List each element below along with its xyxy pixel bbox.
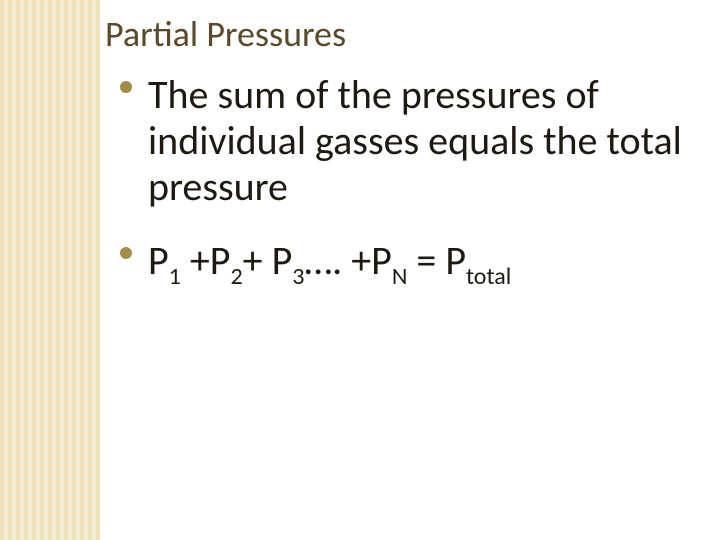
eq-sub-3: 3 [292, 262, 304, 291]
bullet-dot-icon [120, 81, 132, 93]
slide-body: The sum of the pressures of individual g… [120, 72, 690, 318]
eq-equals: = P [407, 236, 466, 285]
bullet-item: P1 +P2+ P3…. +PN = Ptotal [120, 238, 690, 290]
eq-sub-total: total [466, 262, 511, 291]
slide-title: Partial Pressures [105, 12, 346, 56]
bullet-dot-icon [120, 247, 132, 259]
eq-dots: …. +P [304, 236, 391, 285]
bullet-item: The sum of the pressures of individual g… [120, 72, 690, 210]
eq-plus2: + P [243, 236, 293, 285]
slide: Partial Pressures The sum of the pressur… [0, 0, 720, 540]
equation-text: P1 +P2+ P3…. +PN = Ptotal [148, 238, 690, 290]
left-pattern-strip [0, 0, 100, 540]
eq-sub-1: 1 [169, 262, 181, 291]
eq-plus1: +P [181, 236, 231, 285]
eq-p1: P [148, 236, 169, 285]
eq-sub-2: 2 [230, 262, 242, 291]
bullet-text: The sum of the pressures of individual g… [148, 72, 690, 210]
eq-sub-n: N [392, 262, 408, 291]
